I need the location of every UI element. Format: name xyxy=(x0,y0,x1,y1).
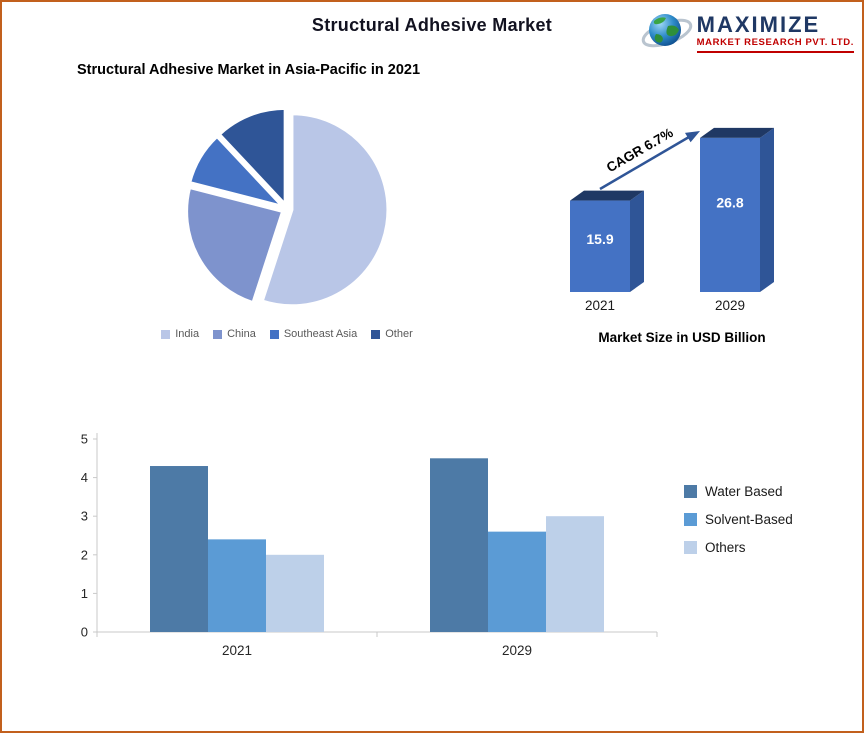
bar-chart-title: Market Size in USD Billion xyxy=(598,330,766,345)
pie-chart-title: Structural Adhesive Market in Asia-Pacif… xyxy=(77,62,421,78)
legend-label: Other xyxy=(385,328,413,340)
bar-others-2029 xyxy=(546,516,604,632)
legend-item-southeast-asia: Southeast Asia xyxy=(269,328,358,340)
bar3d-front-2029 xyxy=(700,137,760,292)
pie-slice-southeast-asia xyxy=(187,134,288,210)
bar-others-2021 xyxy=(266,554,324,632)
legend-item-other: Other xyxy=(371,328,413,340)
y-tick-label: 4 xyxy=(81,470,88,485)
legend-swatch xyxy=(684,513,697,526)
bar-solvent-based-2029 xyxy=(488,531,546,632)
bar3d-side xyxy=(630,190,644,292)
y-tick-label: 2 xyxy=(81,547,88,562)
pie-slice-china xyxy=(185,185,285,305)
y-tick-label: 0 xyxy=(81,625,88,640)
legend-label: India xyxy=(175,328,200,340)
pie-legend: India China Southeast Asia Other xyxy=(120,328,454,340)
legend-label: Solvent-Based xyxy=(705,512,793,527)
logo-text: MAXIMIZE MARKET RESEARCH PVT. LTD. xyxy=(696,12,854,53)
legend-label: Southeast Asia xyxy=(283,328,358,340)
bar3d-top xyxy=(700,127,774,138)
y-tick-label: 1 xyxy=(81,586,88,601)
legend-label: Others xyxy=(705,540,746,555)
legend-swatch xyxy=(684,485,697,498)
legend-swatch xyxy=(684,541,697,554)
legend-label: Water Based xyxy=(705,484,783,499)
page-title: Structural Adhesive Market xyxy=(311,15,553,35)
y-tick-label: 5 xyxy=(81,432,88,447)
legend-item-india: India xyxy=(161,328,199,340)
pie-slice-india xyxy=(260,112,390,308)
cagr-arrow-head xyxy=(685,131,700,143)
x-category-label: 2021 xyxy=(222,643,252,658)
logo-name: MAXIMIZE xyxy=(696,12,821,38)
x-category-label: 2029 xyxy=(502,643,532,658)
legend-swatch xyxy=(161,329,171,339)
bar3d-top xyxy=(570,190,644,201)
bar-water-based-2029 xyxy=(430,458,488,632)
logo-tagline: MARKET RESEARCH PVT. LTD. xyxy=(696,37,854,53)
legend-item-china: China xyxy=(213,328,256,340)
bar3d-side xyxy=(760,127,774,293)
legend-item-others: Others xyxy=(684,540,793,555)
bar3d-front-2021 xyxy=(570,200,630,292)
cagr-arrow-line xyxy=(599,135,690,191)
legend-label: China xyxy=(227,328,256,340)
legend-swatch xyxy=(213,329,223,339)
company-logo: MAXIMIZE MARKET RESEARCH PVT. LTD. xyxy=(640,7,854,59)
pie-chart xyxy=(185,106,390,308)
bar-value-label: 15.9 xyxy=(586,231,613,247)
bar-category-label: 2021 xyxy=(585,298,615,313)
grouped-bar-legend: Water Based Solvent-Based Others xyxy=(684,484,793,555)
grouped-bar-chart: 0 1 2 3 4 5 2021 2029 xyxy=(81,432,658,658)
y-tick-label: 3 xyxy=(81,509,88,524)
bar-category-label: 2029 xyxy=(715,298,745,313)
legend-swatch xyxy=(269,329,279,339)
globe-icon xyxy=(641,14,692,48)
bar-water-based-2021 xyxy=(150,466,208,632)
legend-item-solvent-based: Solvent-Based xyxy=(684,512,793,527)
bar-value-label: 26.8 xyxy=(716,195,743,211)
bar-solvent-based-2021 xyxy=(208,539,266,632)
pie-slice-other xyxy=(217,106,287,209)
legend-item-water-based: Water Based xyxy=(684,484,793,499)
legend-swatch xyxy=(371,329,381,339)
